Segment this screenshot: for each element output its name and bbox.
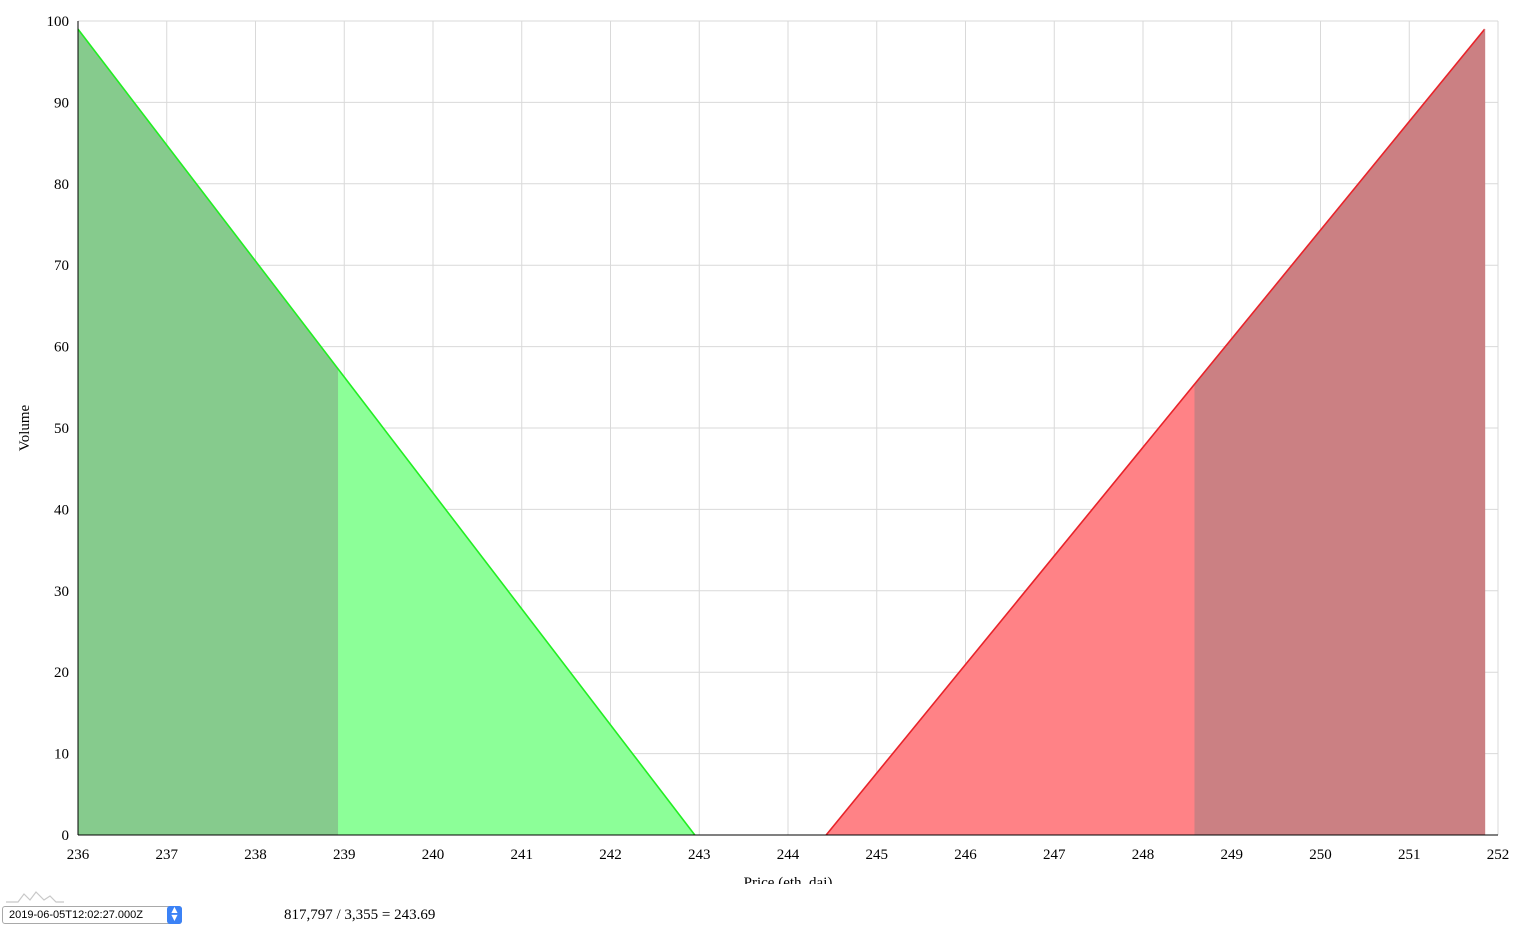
x-tick-label: 240	[422, 847, 445, 863]
chevron-up-down-icon[interactable]: ▲ ▼	[167, 906, 182, 924]
x-tick-label: 241	[511, 847, 534, 863]
x-tick-label: 242	[599, 847, 622, 863]
x-axis-title: Price (eth_dai)	[744, 875, 833, 884]
x-tick-label: 245	[866, 847, 889, 863]
y-axis-title: Volume	[17, 404, 33, 451]
x-tick-label: 237	[156, 847, 179, 863]
axes: 236 237 238 239 240 241 242 243 244 245 246 247 248 2…	[47, 14, 1510, 863]
x-tick-label: 236	[67, 847, 90, 863]
price-ratio-readout: 817,797 / 3,355 = 243.69	[284, 907, 436, 923]
timestamp-select-value: 2019-06-05T12:02:27.000Z	[9, 909, 143, 921]
x-tick-label: 249	[1221, 847, 1244, 863]
depth-areas	[77, 28, 1486, 836]
asks-shaded-area	[1194, 29, 1485, 835]
bottom-controls: 2019-06-05T12:02:27.000Z ▲ ▼ 817,797 / 3,…	[0, 884, 1514, 935]
y-tick-label: 80	[54, 177, 69, 193]
depth-chart: 236 237 238 239 240 241 242 243 244 245 246 247 248 2…	[17, 14, 1510, 884]
y-tick-label: 20	[54, 665, 69, 681]
y-tick-label: 90	[54, 95, 69, 111]
asks-line	[825, 28, 1486, 836]
x-tick-label: 246	[954, 847, 977, 863]
x-tick-label: 244	[777, 847, 800, 863]
y-tick-label: 50	[54, 421, 69, 437]
y-tick-label: 60	[54, 340, 69, 356]
timestamp-select[interactable]: 2019-06-05T12:02:27.000Z ▲ ▼	[2, 906, 182, 924]
x-tick-label: 251	[1398, 847, 1421, 863]
x-tick-label: 243	[688, 847, 711, 863]
x-tick-label: 247	[1043, 847, 1066, 863]
mountain-logo-icon	[6, 891, 64, 903]
y-tick-label: 30	[54, 584, 69, 600]
y-tick-label: 40	[54, 502, 69, 518]
x-tick-label: 252	[1487, 847, 1510, 863]
x-tick-label: 248	[1132, 847, 1155, 863]
y-tick-label: 100	[47, 14, 70, 30]
bids-line	[77, 28, 696, 836]
x-tick-label: 238	[244, 847, 267, 863]
y-tick-label: 10	[54, 747, 69, 763]
bids-shaded-area	[78, 29, 339, 835]
y-tick-label: 70	[54, 258, 69, 274]
x-tick-label: 239	[333, 847, 356, 863]
y-tick-label: 0	[62, 828, 70, 844]
x-tick-label: 250	[1309, 847, 1332, 863]
